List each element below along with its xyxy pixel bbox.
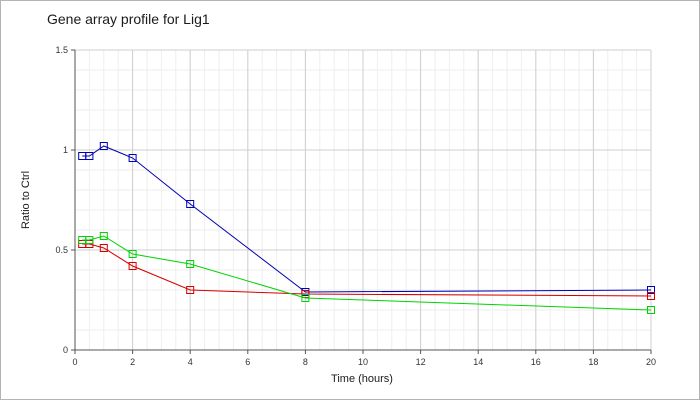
y-tick-label: 1.5: [55, 45, 68, 55]
series-3-point: [128, 250, 137, 258]
chart-title: Gene array profile for Lig1: [47, 11, 210, 27]
x-tick-label: 8: [303, 357, 308, 367]
x-tick-label: 14: [473, 357, 483, 367]
x-tick-label: 10: [358, 357, 368, 367]
series-1-point: [186, 200, 195, 208]
series-2-point: [99, 244, 108, 252]
series-3-point: [186, 260, 195, 268]
x-tick-label: 12: [416, 357, 426, 367]
x-tick-label: 18: [588, 357, 598, 367]
series-2-point: [128, 262, 137, 270]
series-3-point: [85, 236, 94, 244]
series-3-line: [82, 235, 652, 311]
series-1-line: [82, 145, 652, 293]
x-tick-label: 0: [72, 357, 77, 367]
series-2-point: [186, 286, 195, 294]
series-3-point: [301, 294, 310, 302]
x-tick-label: 16: [531, 357, 541, 367]
series-3-point: [647, 306, 655, 314]
y-tick-label: 1: [63, 145, 68, 155]
y-tick-label: 0: [63, 345, 68, 355]
series-1-point: [647, 286, 655, 294]
series-3-point: [99, 232, 108, 240]
x-axis-label: Time (hours): [331, 373, 393, 385]
series-1-point: [85, 152, 94, 160]
x-tick-label: 6: [245, 357, 250, 367]
x-tick-label: 4: [188, 357, 193, 367]
x-tick-label: 2: [130, 357, 135, 367]
series-1-point: [99, 142, 108, 150]
series-1-point: [128, 154, 137, 162]
series-2-point: [647, 292, 655, 300]
y-tick-label: 0.5: [55, 245, 68, 255]
x-tick-label: 20: [646, 357, 656, 367]
